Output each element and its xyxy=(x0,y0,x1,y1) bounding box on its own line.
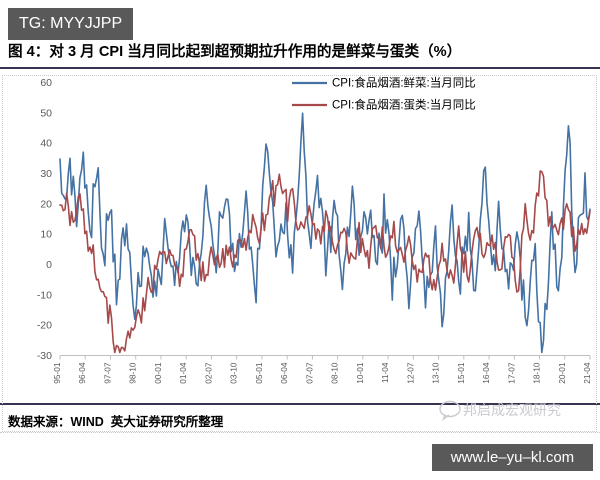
svg-text:邦启成宏观研究: 邦启成宏观研究 xyxy=(463,402,561,418)
